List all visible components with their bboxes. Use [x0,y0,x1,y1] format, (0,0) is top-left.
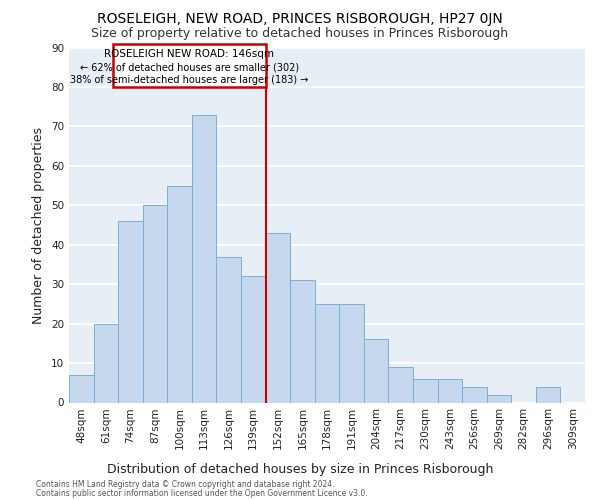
Bar [364,340,388,402]
Text: Contains HM Land Registry data © Crown copyright and database right 2024.: Contains HM Land Registry data © Crown c… [36,480,335,489]
Text: 38% of semi-detached houses are larger (183) →: 38% of semi-detached houses are larger (… [70,76,308,86]
Text: Contains public sector information licensed under the Open Government Licence v3: Contains public sector information licen… [36,489,368,498]
Y-axis label: Number of detached properties: Number of detached properties [32,126,46,324]
Bar [266,233,290,402]
Bar [94,324,118,402]
Bar [192,114,217,403]
Bar [339,304,364,402]
Bar [487,394,511,402]
Bar [388,367,413,402]
Bar [217,256,241,402]
Text: Distribution of detached houses by size in Princes Risborough: Distribution of detached houses by size … [107,462,493,475]
Bar [315,304,339,402]
Bar [437,379,462,402]
Bar [241,276,266,402]
Text: ROSELEIGH NEW ROAD: 146sqm: ROSELEIGH NEW ROAD: 146sqm [104,50,274,59]
Bar [167,186,192,402]
Bar [536,386,560,402]
Bar [143,206,167,402]
Bar [290,280,315,402]
Bar [413,379,437,402]
Bar [69,375,94,402]
Bar [462,386,487,402]
Text: ROSELEIGH, NEW ROAD, PRINCES RISBOROUGH, HP27 0JN: ROSELEIGH, NEW ROAD, PRINCES RISBOROUGH,… [97,12,503,26]
Text: ← 62% of detached houses are smaller (302): ← 62% of detached houses are smaller (30… [80,62,299,72]
FancyBboxPatch shape [113,44,266,87]
Bar [118,221,143,402]
Text: Size of property relative to detached houses in Princes Risborough: Size of property relative to detached ho… [91,28,509,40]
